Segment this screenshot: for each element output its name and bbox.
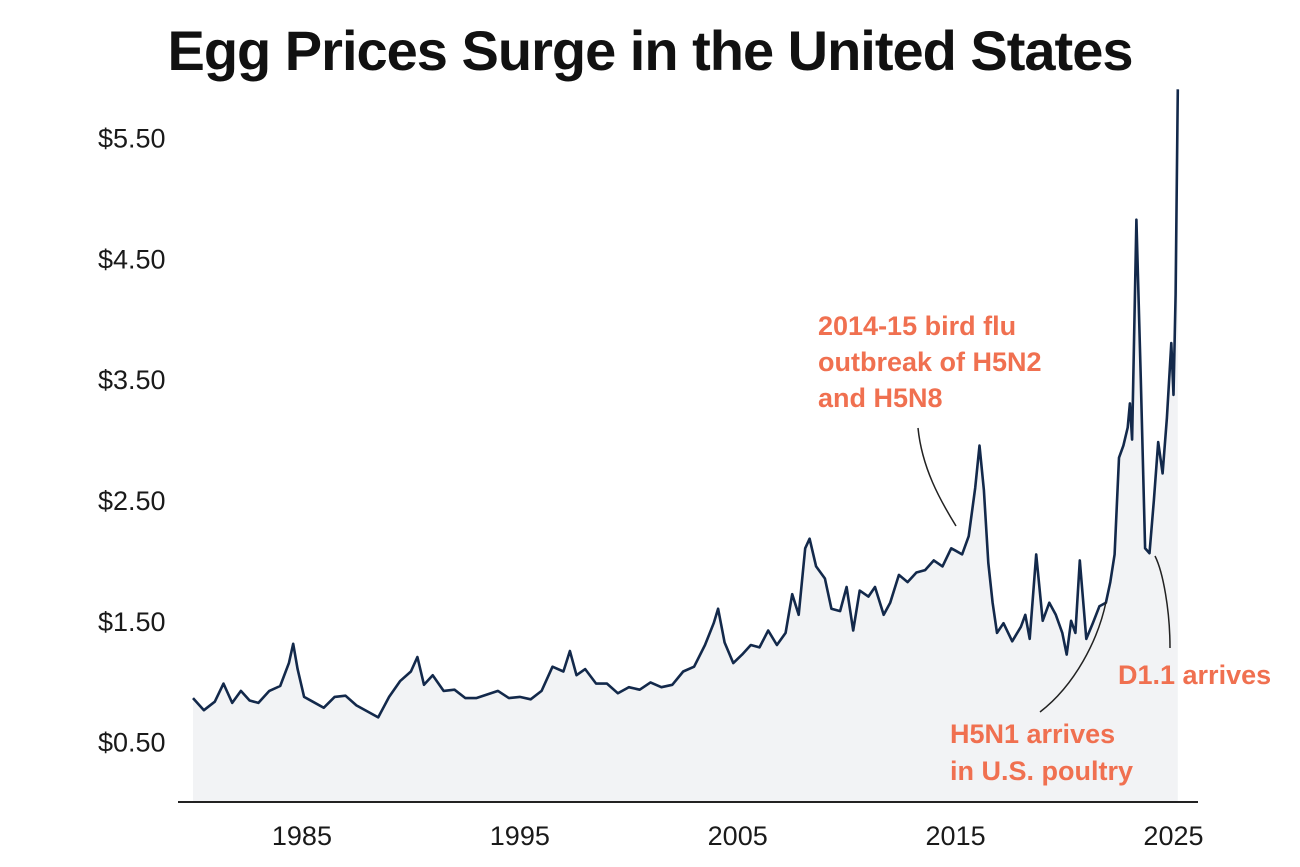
y-tick-label: $3.50	[98, 365, 166, 395]
annotation-line: and H5N8	[818, 383, 943, 413]
x-tick-label: 1995	[490, 821, 550, 851]
x-axis-ticks: 1985 1995 2005 2015 2025	[272, 821, 1204, 851]
x-tick-label: 1985	[272, 821, 332, 851]
annotation-line: 2014-15 bird flu	[818, 311, 1016, 341]
annotation-leader-line	[1154, 555, 1171, 649]
annotation-bird-flu: 2014-15 bird flu outbreak of H5N2 and H5…	[818, 311, 1049, 413]
y-tick-label: $5.50	[98, 124, 166, 154]
y-axis-ticks: $0.50 $1.50 $2.50 $3.50 $4.50 $5.50	[98, 124, 166, 758]
area-layer	[193, 89, 1178, 803]
annotation-line: D1.1 arrives	[1118, 660, 1271, 690]
price-area-fill	[193, 89, 1178, 803]
x-tick-label: 2005	[708, 821, 768, 851]
annotation-d11: D1.1 arrives	[1118, 660, 1271, 690]
annotation-layer: 2014-15 bird flu outbreak of H5N2 and H5…	[818, 311, 1271, 786]
y-tick-label: $1.50	[98, 607, 166, 637]
annotation-line: outbreak of H5N2	[818, 347, 1042, 377]
price-series-line	[192, 89, 1180, 719]
annotation-h5n1: H5N1 arrives in U.S. poultry	[950, 719, 1133, 786]
annotation-line: in U.S. poultry	[950, 756, 1133, 786]
annotation-line: H5N1 arrives	[950, 719, 1115, 749]
x-tick-label: 2015	[926, 821, 986, 851]
y-tick-label: $4.50	[98, 244, 166, 274]
y-tick-label: $2.50	[98, 486, 166, 516]
line-layer	[192, 89, 1180, 719]
y-tick-label: $0.50	[98, 728, 166, 758]
annotation-leader-line	[1039, 601, 1107, 713]
x-tick-label: 2025	[1143, 821, 1203, 851]
annotation-leader-line	[917, 427, 957, 527]
chart-title: Egg Prices Surge in the United States	[167, 19, 1133, 82]
